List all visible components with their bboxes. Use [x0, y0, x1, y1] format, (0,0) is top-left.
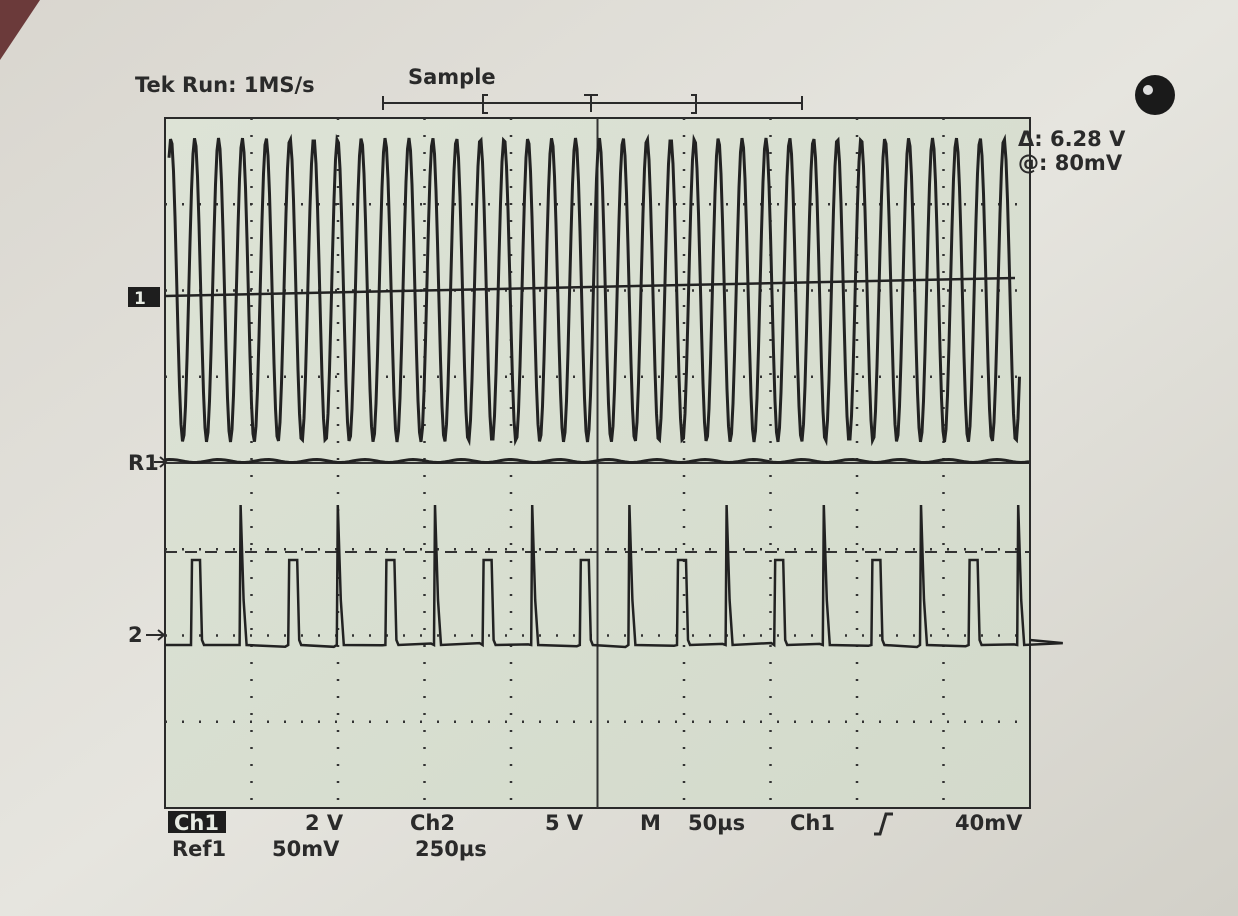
ref1-marker: R1	[128, 451, 159, 475]
trigger-level: 40mV	[955, 811, 1023, 835]
ref1-time: 250µs	[415, 837, 487, 861]
ch2-arrow	[146, 629, 166, 641]
graticule	[165, 118, 1030, 808]
at-measure: @: 80mV	[1018, 151, 1123, 175]
ch1-trace	[167, 133, 1021, 447]
ch2-marker: 2	[128, 623, 143, 647]
ref1-arrow	[154, 456, 168, 468]
trigger-source: Ch1	[790, 811, 835, 835]
ch2-trace	[165, 504, 1063, 649]
ch1-ground	[164, 276, 1016, 298]
trigger-slope-icon	[874, 812, 893, 836]
table-corner	[0, 0, 40, 60]
record-bracket	[382, 94, 803, 114]
ch1-label: Ch1	[174, 811, 219, 835]
ch1-marker: 1	[134, 289, 146, 309]
ref1-scale: 50mV	[272, 837, 340, 861]
logo	[1135, 75, 1175, 115]
ch2-label: Ch2	[410, 811, 455, 835]
ch1-marker-box	[128, 287, 160, 307]
waveforms	[164, 133, 1063, 649]
delta-measure: Δ: 6.28 V	[1018, 127, 1126, 151]
status: Tek Run: 1MS/s	[135, 73, 315, 97]
ch1-scale: 2 V	[305, 811, 344, 835]
ch1-label-box	[168, 811, 226, 833]
timebase: 50µs	[688, 811, 745, 835]
timebase-label: M	[640, 811, 661, 835]
logo-glint	[1143, 85, 1153, 95]
acq-mode: Sample	[408, 65, 496, 89]
ref1-label: Ref1	[172, 837, 226, 861]
ch2-scale: 5 V	[545, 811, 584, 835]
ref1-trace	[164, 457, 1030, 465]
